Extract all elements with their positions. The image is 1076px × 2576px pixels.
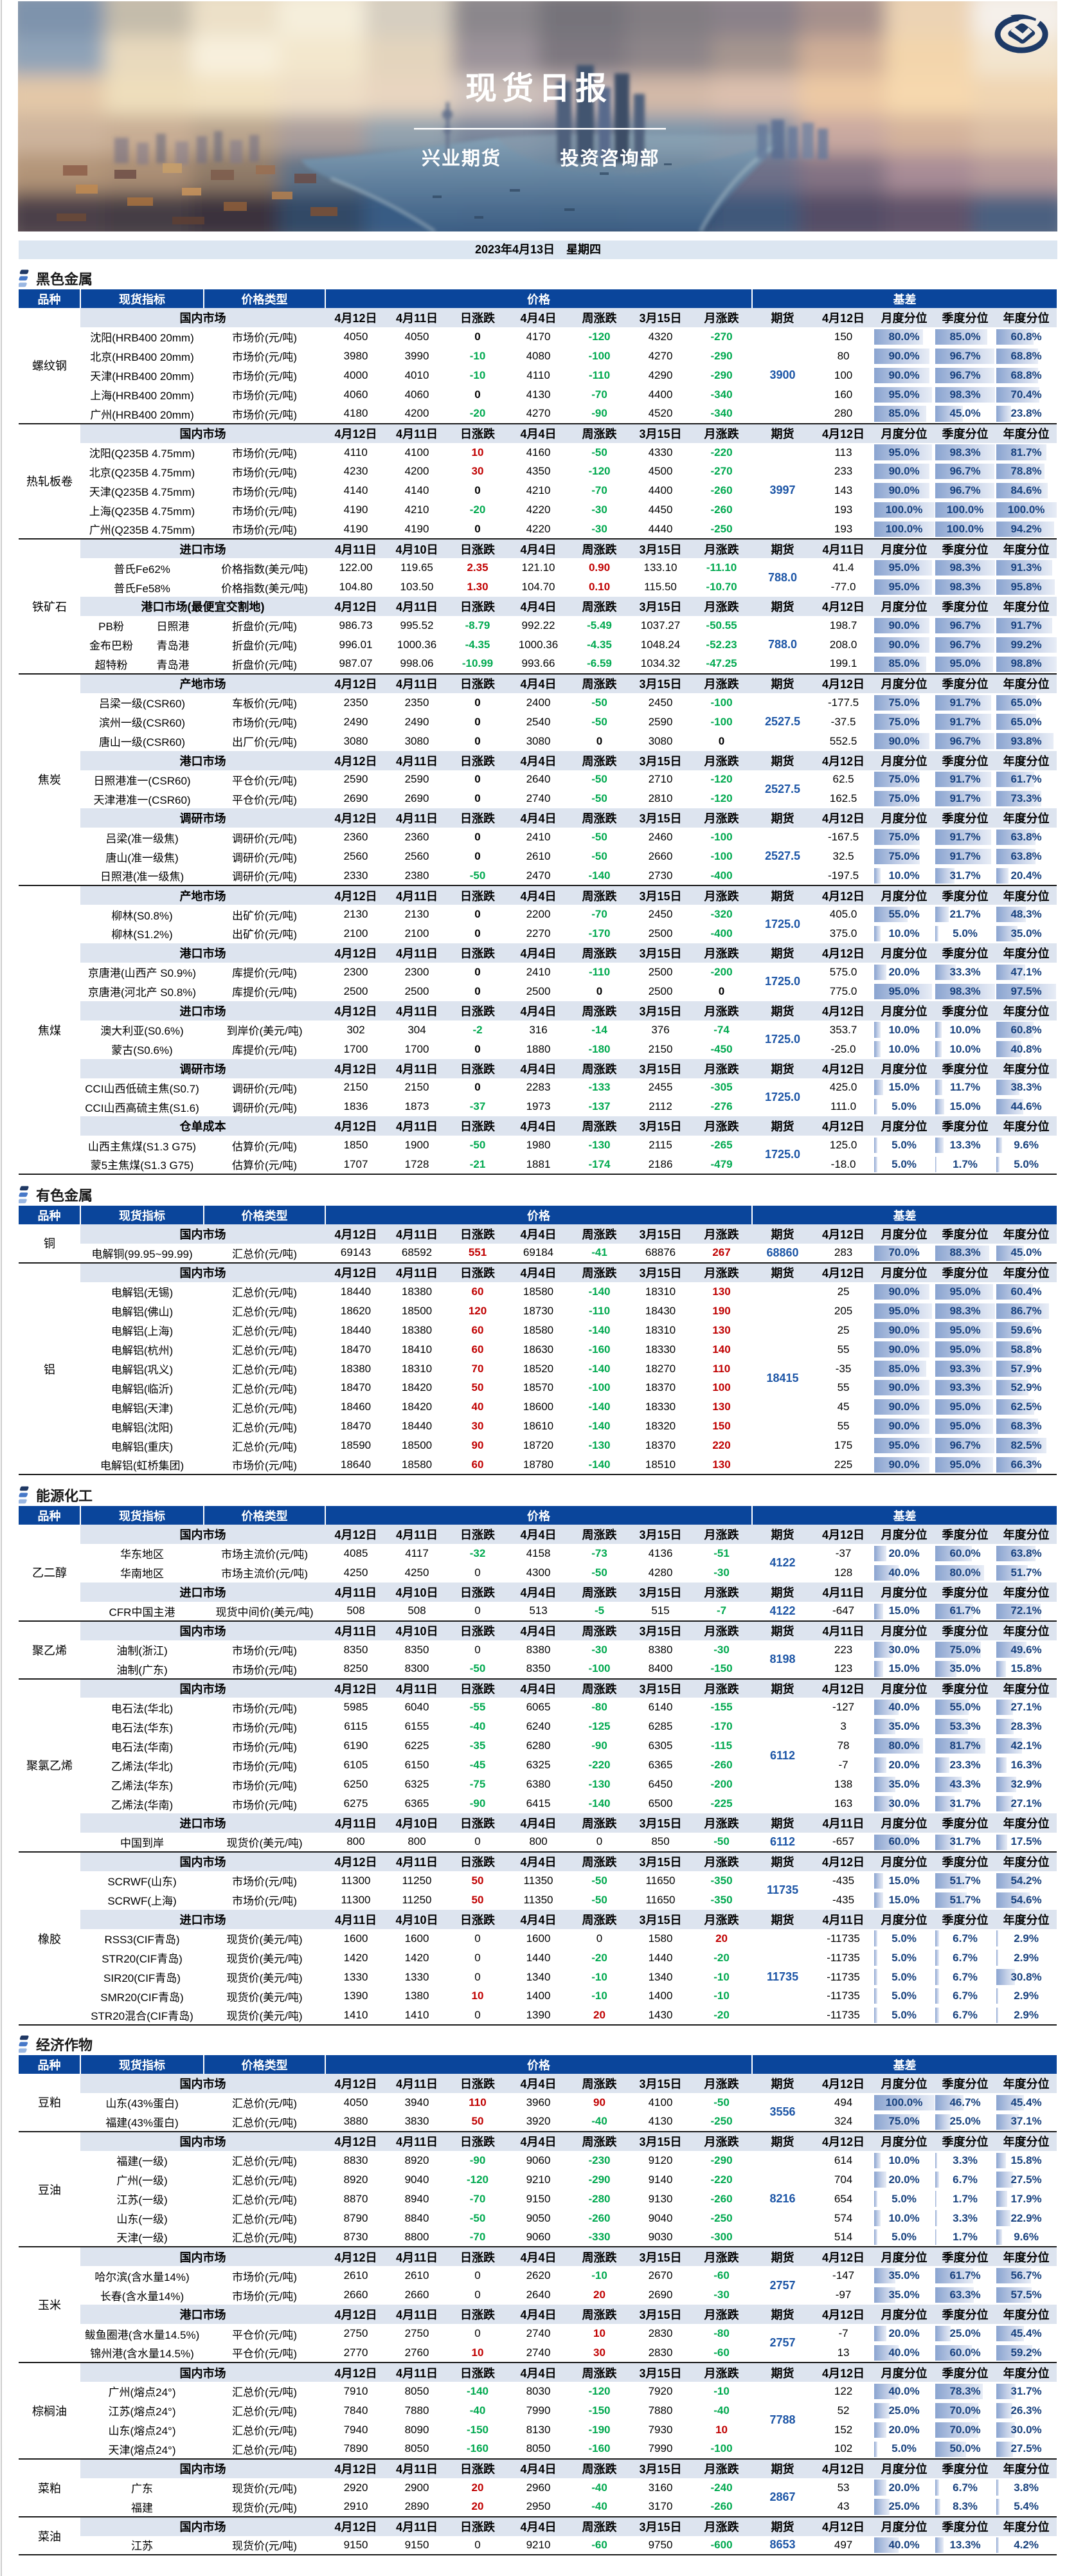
svg-text:投资咨询部: 投资咨询部 [560,147,659,169]
svg-text:兴业期货: 兴业期货 [422,147,501,169]
svg-text:现货日报: 现货日报 [465,71,612,106]
